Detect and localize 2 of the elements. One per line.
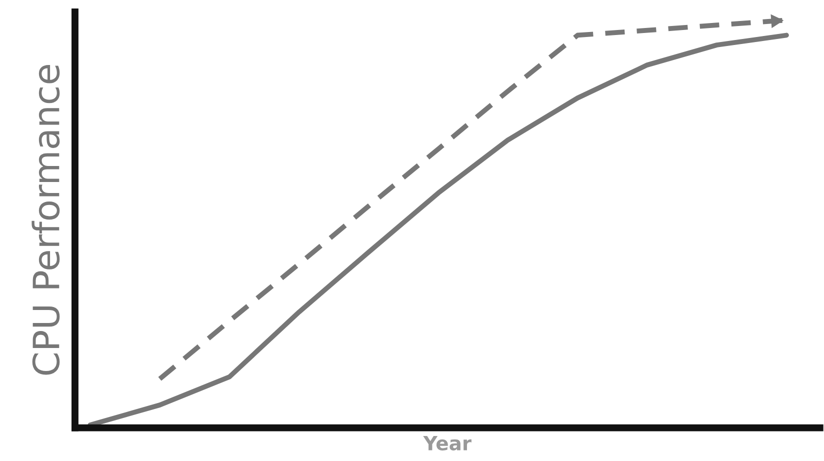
y-axis-title: CPU Performance bbox=[32, 64, 60, 375]
x-axis-title: Year bbox=[423, 436, 472, 450]
